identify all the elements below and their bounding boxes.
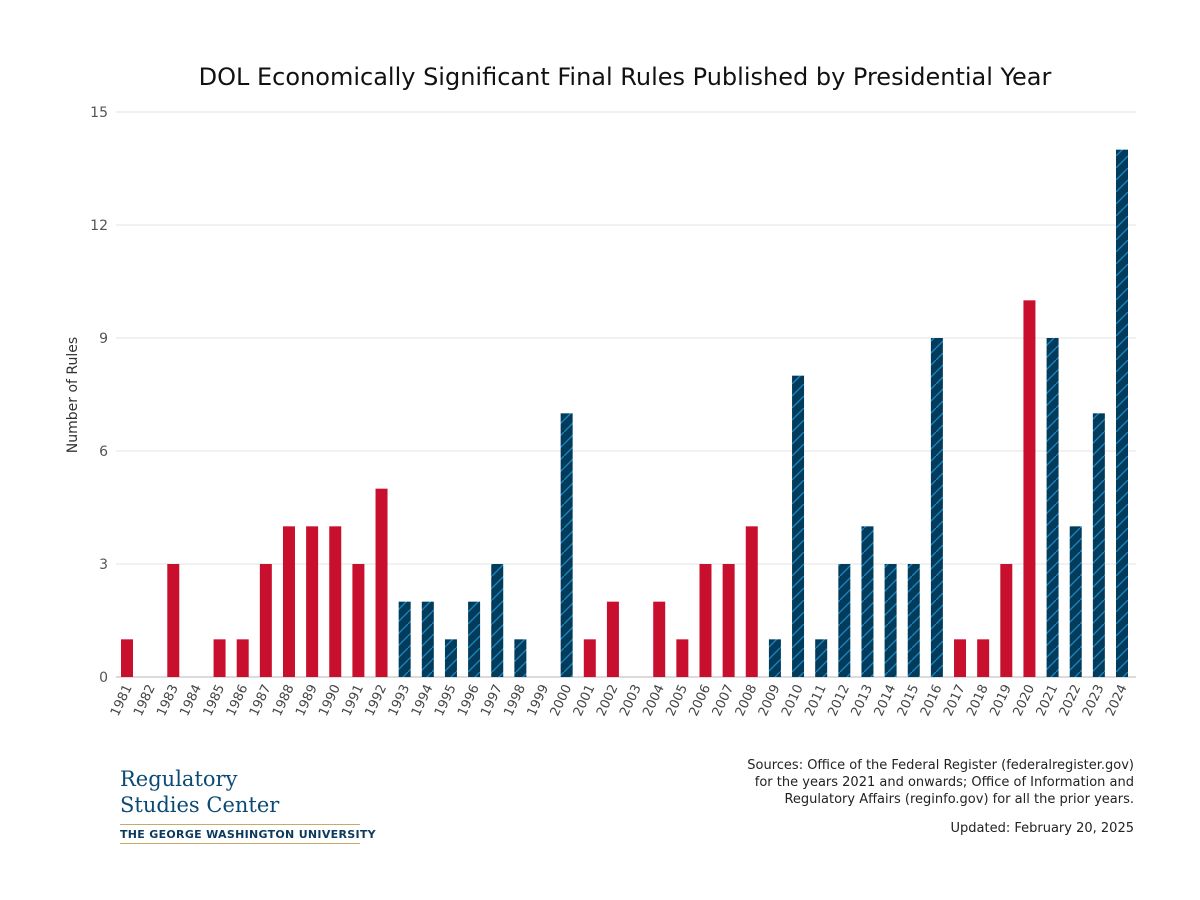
bar-1993 [398, 601, 411, 677]
bar-2008 [745, 526, 758, 677]
bar-2001 [583, 639, 596, 677]
bar-2020 [1023, 300, 1036, 677]
bar-2009 [768, 639, 781, 677]
bar-2018 [977, 639, 990, 677]
updated-date: Updated: February 20, 2025 [950, 821, 1134, 836]
bar-2023 [1092, 413, 1105, 677]
bar-2012 [838, 564, 851, 677]
bar-1990 [329, 526, 342, 677]
bar-2011 [815, 639, 828, 677]
bar-2013 [861, 526, 874, 677]
bar-2015 [907, 564, 920, 677]
bar-1985 [213, 639, 226, 677]
bar-2021 [1046, 338, 1059, 677]
bar-1991 [352, 564, 365, 677]
y-tick-label: 12 [90, 218, 108, 234]
bar-2005 [676, 639, 689, 677]
logo-line2: Studies Center [120, 793, 280, 817]
y-tick-label: 0 [99, 670, 108, 686]
bar-2024 [1116, 149, 1128, 677]
bar-1992 [375, 488, 388, 677]
y-tick-label: 9 [99, 331, 108, 347]
sources-note: Sources: Office of the Federal Register … [747, 757, 1134, 808]
bar-1996 [468, 601, 481, 677]
bar-1995 [444, 639, 457, 677]
bar-1989 [306, 526, 319, 677]
bar-1981 [121, 639, 133, 677]
bar-2000 [560, 413, 573, 677]
source-line: Sources: Office of the Federal Register … [747, 758, 1134, 773]
source-line: for the years 2021 and onwards; Office o… [754, 775, 1134, 790]
logo-university: THE GEORGE WASHINGTON UNIVERSITY [120, 828, 376, 841]
bar-2006 [699, 564, 712, 677]
bar-2019 [1000, 564, 1013, 677]
bar-2014 [884, 564, 897, 677]
bar-2022 [1069, 526, 1082, 677]
source-line: Regulatory Affairs (reginfo.gov) for all… [784, 792, 1134, 807]
bar-2007 [722, 564, 735, 677]
bar-1997 [491, 564, 504, 677]
bar-2017 [954, 639, 967, 677]
bar-2016 [930, 338, 943, 677]
bar-1994 [421, 601, 434, 677]
bar-1987 [259, 564, 272, 677]
rsc-logo: Regulatory Studies Center THE GEORGE WAS… [120, 766, 376, 844]
bar-1988 [282, 526, 295, 677]
y-axis-label: Number of Rules [65, 337, 81, 453]
logo-line1: Regulatory [120, 767, 238, 791]
bar-2002 [606, 601, 619, 677]
bar-2004 [653, 601, 666, 677]
bar-1998 [514, 639, 527, 677]
chart-title: DOL Economically Significant Final Rules… [199, 63, 1052, 91]
y-tick-label: 15 [90, 105, 108, 121]
bar-1983 [167, 564, 180, 677]
x-tick-label: 2024 [1103, 682, 1131, 718]
bar-2010 [792, 375, 805, 677]
y-tick-label: 3 [99, 557, 108, 573]
bar-1986 [236, 639, 249, 677]
y-tick-label: 6 [99, 444, 108, 460]
